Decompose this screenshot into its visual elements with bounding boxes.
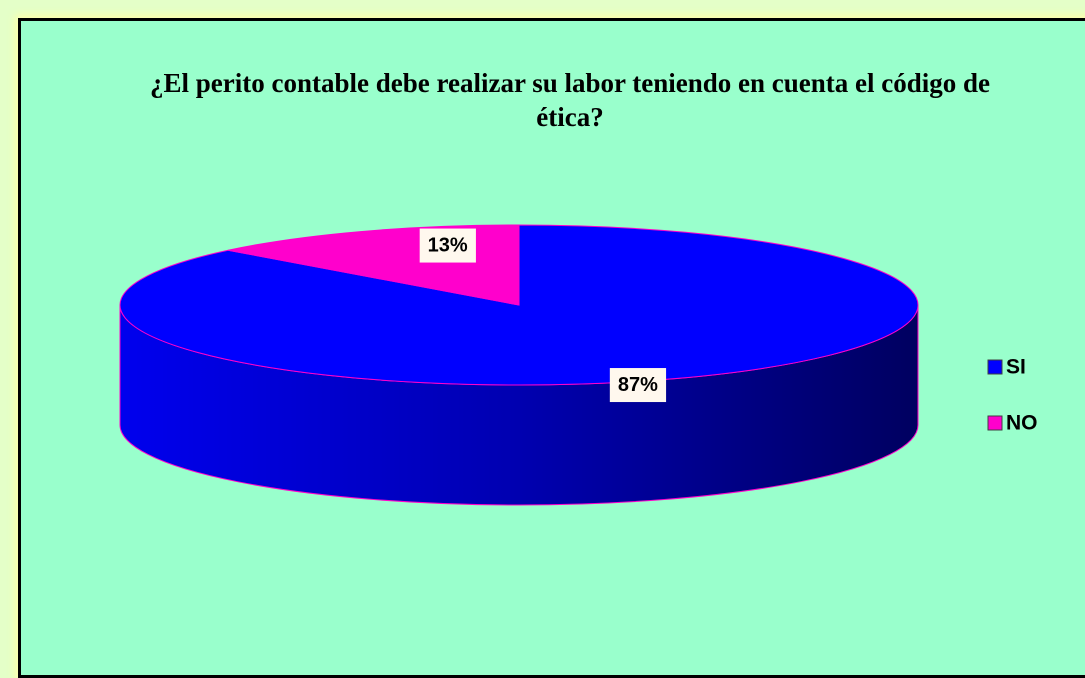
data-label-box (419, 228, 476, 263)
legend-swatch (987, 415, 1003, 431)
data-label-box (609, 368, 667, 403)
legend-label: SI (1006, 356, 1026, 379)
chart: 87% 13% SI NO (119, 224, 1038, 506)
legend-label: NO (1006, 412, 1038, 435)
data-label: 87% (618, 374, 658, 396)
chart-title: ¿El perito contable debe realizar su lab… (150, 68, 990, 132)
data-label: 13% (428, 235, 468, 257)
legend-swatch (987, 359, 1003, 375)
